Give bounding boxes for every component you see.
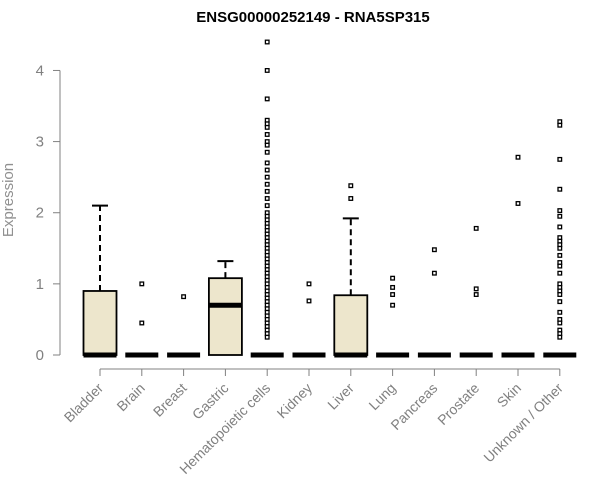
outlier-point [557, 252, 563, 258]
outlier-point [431, 270, 437, 276]
outlier-point [264, 39, 270, 45]
box-body [333, 294, 369, 356]
outlier-point [557, 309, 563, 315]
outlier-point [264, 167, 270, 173]
box-breast [167, 294, 201, 358]
outlier-point [515, 201, 521, 206]
outlier-point [515, 154, 521, 160]
x-tick-label: Skin [494, 380, 525, 411]
outlier-point [264, 203, 270, 209]
x-tick-label: Brain [113, 380, 147, 414]
outlier-point [557, 186, 563, 192]
box-liver [333, 183, 369, 358]
outlier-point [557, 122, 563, 128]
outlier-point [473, 292, 479, 297]
y-tick-label: 4 [36, 62, 44, 79]
outlier-point [264, 68, 270, 73]
box-pancreas [417, 247, 451, 358]
x-tick-label: Liver [324, 380, 357, 413]
x-tick-label: Breast [150, 380, 190, 420]
outlier-point [181, 294, 187, 300]
box-bladder [82, 204, 118, 358]
box-prostate [459, 225, 493, 358]
outlier-point [264, 188, 270, 194]
outlier-point [264, 181, 270, 187]
x-tick-label: Bladder [61, 380, 107, 426]
chart-title: ENSG00000252149 - RNA5SP315 [196, 9, 429, 26]
x-tick-label: Kidney [274, 380, 316, 422]
outlier-point [264, 96, 270, 102]
outlier-point [348, 183, 354, 189]
x-tick-label: Lung [365, 380, 398, 413]
outlier-point [264, 132, 270, 137]
x-tick-label: Prostate [434, 380, 482, 428]
y-tick-label: 2 [36, 205, 44, 222]
outlier-point [557, 292, 563, 297]
box-body [207, 277, 243, 356]
outlier-point [390, 284, 396, 290]
outlier-point [557, 299, 563, 305]
outlier-point [306, 281, 312, 287]
box-lung [376, 275, 410, 358]
box-body [82, 290, 118, 356]
outlier-point [557, 156, 563, 162]
outlier-point [139, 281, 145, 287]
outlier-point [557, 320, 563, 326]
outlier-point [264, 196, 270, 201]
y-axis-label: Expression [0, 163, 17, 237]
x-tick-label: Unknown / Other [480, 380, 566, 466]
box-kidney [292, 281, 326, 358]
outlier-point [264, 160, 270, 166]
outlier-point [557, 270, 563, 276]
outlier-point [264, 142, 270, 148]
outlier-point [306, 298, 312, 304]
y-tick-label: 3 [36, 134, 44, 151]
outlier-point [264, 334, 270, 340]
outlier-point [557, 245, 563, 251]
outlier-point [557, 334, 563, 340]
outlier-point [473, 225, 479, 231]
y-axis: 0 1 2 3 4 [36, 62, 61, 364]
outlier-point [557, 208, 563, 214]
outlier-point [557, 224, 563, 230]
box-brain [125, 281, 159, 358]
outlier-point [557, 213, 563, 219]
outlier-point [139, 320, 145, 326]
outlier-point [390, 292, 396, 297]
y-tick-label: 0 [36, 347, 44, 364]
box-gastric [207, 260, 243, 356]
box-skin [501, 154, 535, 358]
outlier-point [557, 263, 563, 269]
outlier-point [431, 247, 437, 253]
outlier-point [390, 275, 396, 281]
outlier-point [264, 174, 270, 180]
outlier-point [264, 124, 270, 130]
box-hematopoietic-cells [250, 39, 284, 358]
outlier-point [473, 286, 479, 292]
y-tick-label: 1 [36, 276, 44, 293]
outlier-point [264, 149, 270, 155]
outlier-point [390, 302, 396, 308]
box-unknown-other [543, 119, 577, 358]
outlier-point [348, 196, 354, 201]
plot-area [82, 39, 577, 358]
